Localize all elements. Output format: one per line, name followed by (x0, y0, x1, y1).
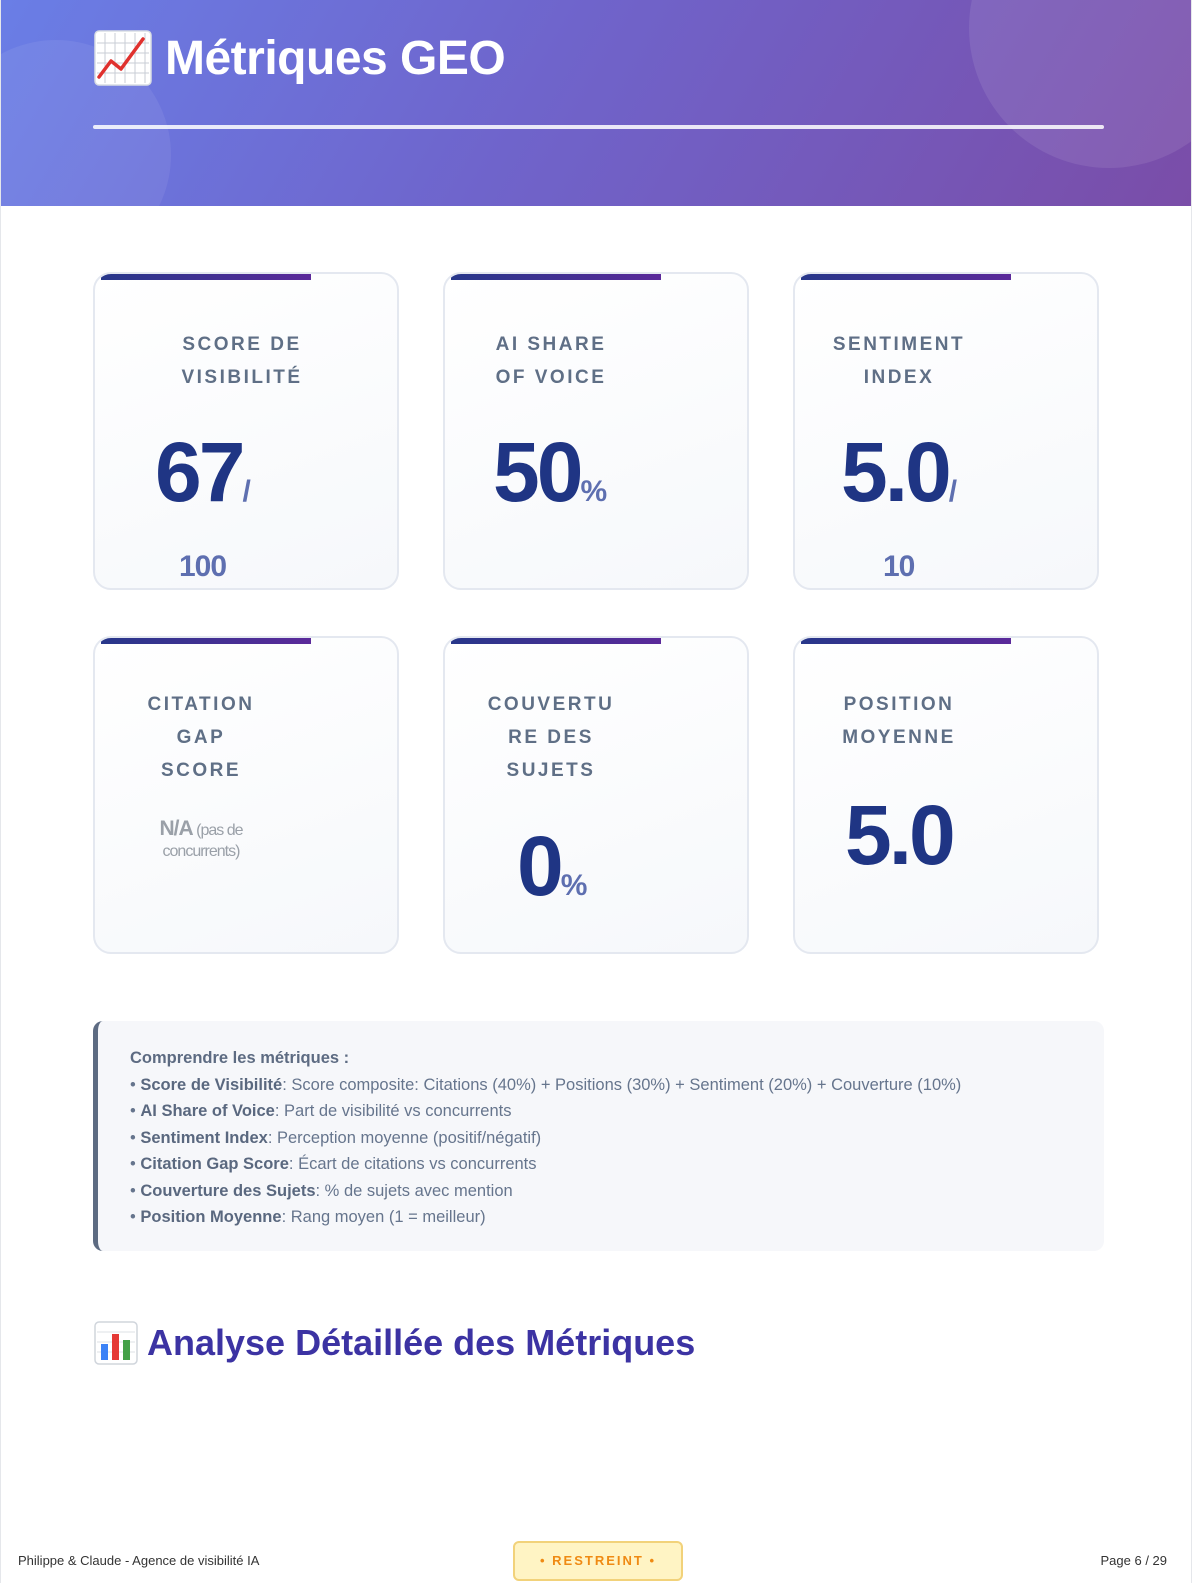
explanation-title: Comprendre les métriques : (130, 1049, 350, 1067)
metric-label: AI SHARE OF VOICE (445, 328, 702, 394)
metric-label-line: MOYENNE (842, 727, 956, 748)
explanation-term: Couverture des Sujets (140, 1181, 316, 1200)
page-header: Métriques GEO (1, 0, 1191, 206)
metric-label-line: SUJETS (506, 760, 596, 781)
card-accent-bar (101, 638, 311, 644)
explanation-term: Sentiment Index (140, 1128, 268, 1147)
card-accent-bar (801, 638, 1011, 644)
explanation-item: • Sentiment Index: Perception moyenne (p… (130, 1128, 542, 1147)
explanation-term: AI Share of Voice (140, 1102, 275, 1120)
metric-value: 67/ (155, 430, 251, 514)
section-title-text: Analyse Détaillée des Métriques (147, 1322, 696, 1363)
card-accent-bar (451, 274, 661, 280)
card-accent-bar (801, 274, 1011, 280)
bar-chart-icon (94, 1321, 138, 1365)
metric-note: concurrents) (162, 843, 241, 860)
metric-card-visibility-score: SCORE DE VISIBILITÉ 67/ 100 (93, 272, 399, 590)
footer-agency: Philippe & Claude - Agence de visibilité… (18, 1553, 260, 1568)
chart-increasing-icon (94, 30, 152, 86)
metric-card-ai-share-of-voice: AI SHARE OF VOICE 50% (443, 272, 749, 590)
metric-label-line: AI SHARE (495, 334, 607, 355)
metric-label-line: SCORE DE (182, 334, 302, 355)
metric-value-number: 5.0 (845, 788, 956, 882)
metric-label-line: GAP (176, 727, 226, 748)
metric-value-number: 67 (155, 425, 245, 519)
metric-card-sentiment-index: SENTIMENT INDEX 5.0/ 10 (793, 272, 1099, 590)
explanation-item: • Position Moyenne: Rang moyen (1 = meil… (130, 1208, 486, 1226)
metric-unit: % (560, 869, 588, 902)
confidentiality-badge: • RESTREINT • (513, 1541, 683, 1581)
explanation-term: Score de Visibilité (140, 1075, 283, 1094)
metric-denominator: 10 (883, 550, 915, 583)
metric-value-na: N/A (159, 817, 194, 840)
metric-label: POSITION MOYENNE (795, 688, 1050, 754)
metric-value-number: 50 (493, 425, 583, 519)
explanation-term: Citation Gap Score (140, 1155, 289, 1173)
metric-label-line: SCORE (160, 760, 242, 781)
metric-value-number: 5.0 (841, 425, 952, 519)
metric-label: CITATION GAP SCORE (95, 688, 352, 787)
card-accent-bar (101, 274, 311, 280)
explanation-item: • AI Share of Voice: Part de visibilité … (130, 1102, 512, 1120)
metric-card-average-position: POSITION MOYENNE 5.0 (793, 636, 1099, 954)
explanation-desc: : Part de visibilité vs concurrents (274, 1102, 512, 1120)
page-title: Métriques GEO (93, 28, 506, 88)
page-number: Page 6 / 29 (1100, 1553, 1168, 1568)
metric-unit: % (580, 475, 608, 508)
metrics-explanation-box: Comprendre les métriques : • Score de Vi… (93, 1021, 1104, 1251)
metric-label-line: OF VOICE (495, 367, 607, 388)
metric-value-number: 0 (517, 819, 564, 913)
metric-value: 50% (493, 430, 607, 514)
metric-value: 5.0/ (841, 430, 957, 514)
metric-label-line: POSITION (843, 694, 955, 715)
metric-card-citation-gap-score: CITATION GAP SCORE N/A (pas de concurren… (93, 636, 399, 954)
metric-value: 0% (517, 824, 587, 908)
explanation-desc: : Score composite: Citations (40%) + Pos… (282, 1075, 962, 1094)
metric-card-topic-coverage: COUVERTU RE DES SUJETS 0% (443, 636, 749, 954)
metric-unit: / (242, 475, 251, 508)
header-divider (93, 125, 1104, 129)
explanation-term: Position Moyenne (140, 1208, 282, 1226)
card-accent-bar (451, 638, 661, 644)
page-title-text: Métriques GEO (165, 31, 506, 85)
metric-label-line: COUVERTU (487, 694, 615, 715)
metric-note: (pas de (196, 822, 243, 839)
metric-label-line: INDEX (863, 367, 935, 388)
metric-label-line: CITATION (147, 694, 255, 715)
section-title: Analyse Détaillée des Métriques (93, 1318, 695, 1368)
explanation-desc: : Rang moyen (1 = meilleur) (281, 1208, 486, 1226)
metric-denominator: 100 (179, 550, 227, 583)
explanation-desc: : Écart de citations vs concurrents (288, 1155, 537, 1173)
explanation-desc: : Perception moyenne (positif/négatif) (267, 1128, 542, 1147)
metric-label: SENTIMENT INDEX (795, 328, 1050, 394)
metric-label-line: RE DES (508, 727, 594, 748)
explanation-item: • Couverture des Sujets: % de sujets ave… (130, 1181, 513, 1200)
metric-value: 5.0 (845, 793, 956, 877)
metric-label: SCORE DE VISIBILITÉ (95, 328, 393, 394)
metric-label-line: SENTIMENT (832, 334, 966, 355)
explanation-item: • Citation Gap Score: Écart de citations… (130, 1155, 537, 1173)
metric-value-unavailable: N/A (pas de concurrents) (95, 817, 352, 862)
explanation-desc: : % de sujets avec mention (315, 1181, 513, 1200)
explanation-item: • Score de Visibilité: Score composite: … (130, 1075, 962, 1094)
header-decoration-circle (969, 0, 1191, 168)
metric-unit: / (948, 475, 958, 508)
metric-label-line: VISIBILITÉ (181, 367, 303, 388)
metric-label: COUVERTU RE DES SUJETS (445, 688, 702, 787)
